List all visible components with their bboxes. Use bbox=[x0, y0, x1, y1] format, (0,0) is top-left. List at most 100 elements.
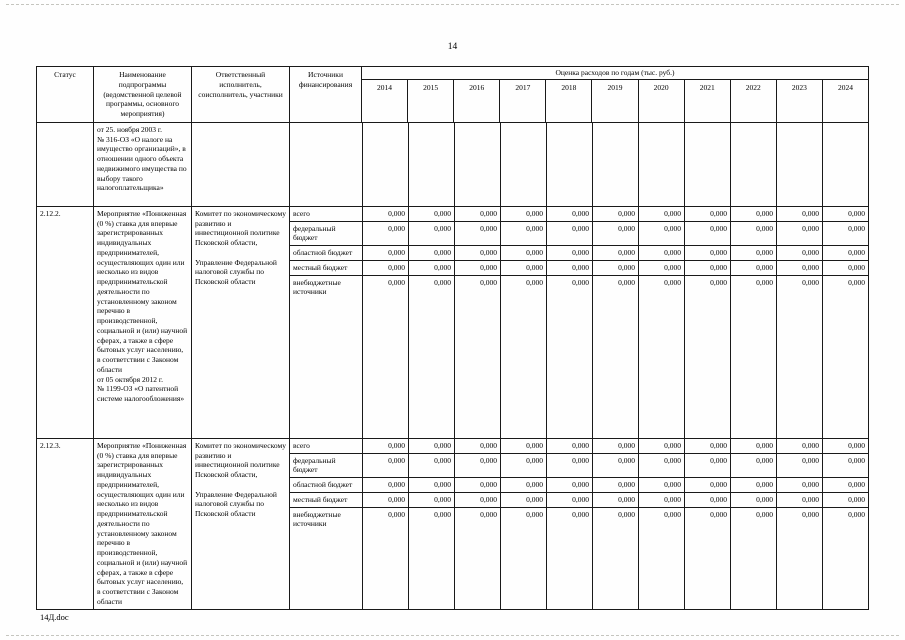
year-header-2019: 2019 bbox=[591, 79, 637, 122]
value-cell-2017: 0,000 bbox=[500, 206, 546, 221]
value-cell-2016: 0,000 bbox=[454, 507, 500, 609]
value-cell-2018: 0,000 bbox=[546, 507, 592, 609]
value-cell-2015: 0,000 bbox=[408, 492, 454, 507]
budget-table: Статус Наименование подпрограммы (ведомс… bbox=[36, 66, 869, 610]
value-cell-2023: 0,000 bbox=[776, 246, 822, 260]
year-header-2024: 2024 bbox=[821, 79, 868, 122]
value-cell-2024: 0,000 bbox=[822, 438, 868, 453]
value-cell-2014: 0,000 bbox=[362, 206, 408, 221]
value-cell-2022: 0,000 bbox=[730, 221, 776, 245]
value-cell-2018: 0,000 bbox=[546, 246, 592, 260]
value-cell-2014: 0,000 bbox=[362, 453, 408, 477]
funding-row: областной бюджет 0,000 0,000 0,000 0,000 0,00… bbox=[290, 477, 868, 492]
row-executor bbox=[191, 122, 289, 206]
value-cell-2018: 0,000 bbox=[546, 221, 592, 245]
year-header-2021: 2021 bbox=[683, 79, 730, 122]
value-cell-2014: 0,000 bbox=[362, 478, 408, 492]
row-executor: Комитет по экономическому развитию и инв… bbox=[191, 206, 289, 438]
funding-row: федеральный бюджет 0,000 0,000 0,000 0,000 0,… bbox=[290, 220, 868, 245]
value-cell-2022 bbox=[730, 122, 776, 206]
funding-source: местный бюджет bbox=[293, 494, 348, 504]
value-cell-2023: 0,000 bbox=[776, 478, 822, 492]
funding-rows bbox=[289, 122, 868, 206]
value-cell-2017: 0,000 bbox=[500, 492, 546, 507]
value-cell-2014: 0,000 bbox=[362, 246, 408, 260]
value-cell-2014: 0,000 bbox=[362, 275, 408, 438]
value-cell-2024: 0,000 bbox=[822, 507, 868, 609]
value-cell-2018: 0,000 bbox=[546, 438, 592, 453]
value-cell-2022: 0,000 bbox=[730, 507, 776, 609]
value-cell-2014: 0,000 bbox=[362, 221, 408, 245]
year-header-2015: 2015 bbox=[407, 79, 453, 122]
value-cell-2021: 0,000 bbox=[684, 246, 730, 260]
value-cell-2016: 0,000 bbox=[454, 492, 500, 507]
value-cell-2019: 0,000 bbox=[592, 507, 638, 609]
value-cell-2018 bbox=[546, 122, 592, 206]
header-executor: Ответственный исполнитель, соисполнитель… bbox=[191, 67, 289, 122]
funding-row bbox=[290, 122, 868, 206]
funding-row: федеральный бюджет 0,000 0,000 0,000 0,000 0,… bbox=[290, 452, 868, 477]
value-cell-2024: 0,000 bbox=[822, 221, 868, 245]
value-cell-2016: 0,000 bbox=[454, 206, 500, 221]
year-header-2023: 2023 bbox=[775, 79, 822, 122]
value-cell-2017 bbox=[500, 122, 546, 206]
value-cell-2018: 0,000 bbox=[546, 478, 592, 492]
row-status: 2.12.2. bbox=[40, 208, 61, 218]
value-cell-2015: 0,000 bbox=[408, 246, 454, 260]
value-cell-2018: 0,000 bbox=[546, 206, 592, 221]
value-cell-2022: 0,000 bbox=[730, 206, 776, 221]
value-cell-2024: 0,000 bbox=[822, 246, 868, 260]
value-cell-2020: 0,000 bbox=[638, 275, 684, 438]
value-cell-2017: 0,000 bbox=[500, 453, 546, 477]
value-cell-2015: 0,000 bbox=[408, 260, 454, 275]
header-funding-sources: Источники финансирования bbox=[289, 67, 361, 122]
value-cell-2016: 0,000 bbox=[454, 453, 500, 477]
value-cell-2021: 0,000 bbox=[684, 221, 730, 245]
value-cell-2016: 0,000 bbox=[454, 478, 500, 492]
value-cell-2014: 0,000 bbox=[362, 438, 408, 453]
value-cell-2021: 0,000 bbox=[684, 260, 730, 275]
value-cell-2015: 0,000 bbox=[408, 221, 454, 245]
funding-row: местный бюджет 0,000 0,000 0,000 0,000 0,000 0… bbox=[290, 491, 868, 507]
table-body: от 25. ноября 2003 г. № 316-ОЗ «О налоге… bbox=[37, 121, 868, 609]
value-cell-2019: 0,000 bbox=[592, 492, 638, 507]
value-cell-2015: 0,000 bbox=[408, 507, 454, 609]
value-cell-2023: 0,000 bbox=[776, 453, 822, 477]
value-cell-2022: 0,000 bbox=[730, 478, 776, 492]
header-program-name: Наименование подпрограммы (ведомственной… bbox=[93, 67, 191, 122]
value-cell-2017: 0,000 bbox=[500, 260, 546, 275]
year-header-2020: 2020 bbox=[637, 79, 684, 122]
value-cell-2024: 0,000 bbox=[822, 206, 868, 221]
value-cell-2022: 0,000 bbox=[730, 453, 776, 477]
year-header-row: 2014 2015 2016 2017 2018 2019 2020 2021 2022 2023… bbox=[362, 79, 868, 122]
value-cell-2017: 0,000 bbox=[500, 275, 546, 438]
value-cell-2015: 0,000 bbox=[408, 275, 454, 438]
value-cell-2019: 0,000 bbox=[592, 453, 638, 477]
funding-source: внебюджетные источники bbox=[293, 277, 341, 297]
scan-artifact-bottom bbox=[6, 635, 899, 636]
value-cell-2021: 0,000 bbox=[684, 438, 730, 453]
scan-artifact-top bbox=[6, 4, 899, 5]
value-cell-2019: 0,000 bbox=[592, 275, 638, 438]
row-program-name: Мероприятие «Пониженная (0 %) ставка для… bbox=[93, 438, 191, 609]
value-cell-2020: 0,000 bbox=[638, 507, 684, 609]
funding-rows: всего 0,000 0,000 0,000 0,000 0,000 0,000 0,000… bbox=[289, 438, 868, 609]
value-cell-2017: 0,000 bbox=[500, 478, 546, 492]
year-header-2018: 2018 bbox=[545, 79, 591, 122]
value-cell-2018: 0,000 bbox=[546, 260, 592, 275]
value-cell-2016: 0,000 bbox=[454, 246, 500, 260]
funding-rows: всего 0,000 0,000 0,000 0,000 0,000 0,000 0,000… bbox=[289, 206, 868, 438]
row-status: 2.12.3. bbox=[40, 440, 61, 450]
value-cell-2016 bbox=[454, 122, 500, 206]
funding-source: местный бюджет bbox=[293, 262, 348, 272]
value-cell-2023: 0,000 bbox=[776, 507, 822, 609]
value-cell-2017: 0,000 bbox=[500, 246, 546, 260]
header-estimate-title: Оценка расходов по годам (тыс. руб.) bbox=[362, 67, 868, 80]
value-cell-2014: 0,000 bbox=[362, 492, 408, 507]
header-years-group: Оценка расходов по годам (тыс. руб.) 201… bbox=[361, 67, 868, 122]
value-cell-2014: 0,000 bbox=[362, 260, 408, 275]
value-cell-2018: 0,000 bbox=[546, 492, 592, 507]
value-cell-2023: 0,000 bbox=[776, 492, 822, 507]
value-cell-2015: 0,000 bbox=[408, 438, 454, 453]
funding-row: местный бюджет 0,000 0,000 0,000 0,000 0,000 0… bbox=[290, 259, 868, 275]
